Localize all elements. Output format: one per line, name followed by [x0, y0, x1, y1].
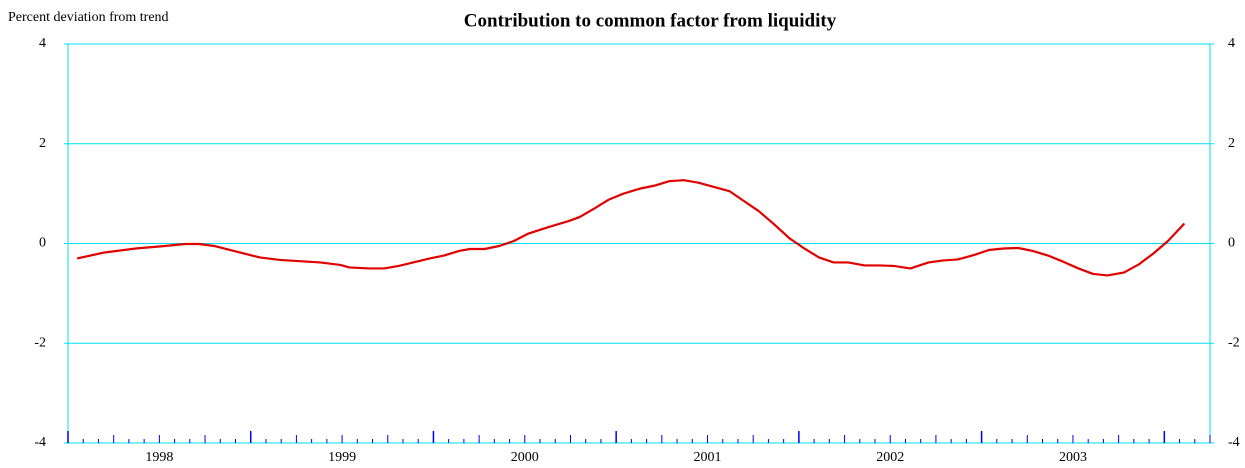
y-tick-label: 0 [39, 236, 46, 251]
y-tick-label: 4 [39, 36, 46, 51]
x-tick-label: 1998 [145, 450, 173, 465]
x-tick-label: 2000 [511, 450, 539, 465]
y-tick-label: -4 [34, 435, 46, 450]
x-tick-label: 2003 [1059, 450, 1087, 465]
y-tick-label: -2 [34, 335, 46, 350]
y2-tick-label: 4 [1228, 36, 1235, 51]
x-tick-label: 2002 [876, 450, 904, 465]
y2-tick-label: 2 [1228, 136, 1235, 151]
y2-tick-label: -4 [1228, 435, 1240, 450]
data-line [76, 179, 1186, 277]
x-tick-label: 1999 [328, 450, 356, 465]
x-tick-label: 2001 [694, 450, 722, 465]
y-axis-label: Percent deviation from trend [8, 10, 169, 25]
chart-title: Contribution to common factor from liqui… [464, 10, 837, 31]
y2-tick-label: -2 [1228, 335, 1240, 350]
y-tick-label: 2 [39, 136, 46, 151]
y2-tick-label: 0 [1228, 236, 1235, 251]
